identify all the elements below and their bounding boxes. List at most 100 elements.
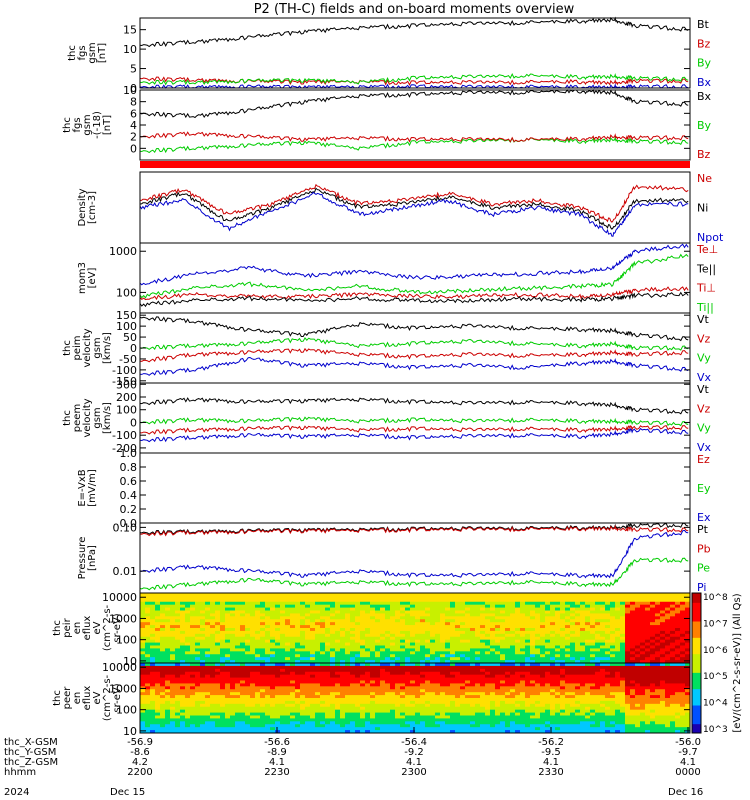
spectrogram-cell (560, 622, 566, 626)
spectrogram-cell (170, 651, 176, 655)
spectrogram-cell (535, 712, 541, 716)
spectrogram-cell (575, 680, 581, 684)
spectrogram-cell (630, 610, 636, 614)
spectrogram-cell (140, 625, 146, 629)
spectrogram-cell (405, 610, 411, 614)
spectrogram-cell (535, 671, 541, 676)
spectrogram-cell (445, 593, 451, 597)
spectrogram-cell (285, 683, 291, 687)
spectrogram-cell (500, 730, 506, 734)
spectrogram-cell (340, 692, 346, 696)
spectrogram-cell (230, 700, 236, 705)
spectrogram-cell (250, 595, 256, 600)
spectrogram-cell (640, 645, 646, 649)
spectrogram-cell (310, 657, 316, 661)
spectrogram-cell (155, 604, 161, 609)
spectrogram-cell (530, 703, 536, 708)
spectrogram-cell (505, 730, 511, 734)
spectrogram-cell (405, 695, 411, 699)
spectrogram-cell (265, 625, 271, 629)
spectrogram-cell (225, 622, 231, 626)
series-line-Ti|| (139, 253, 689, 299)
spectrogram-cell (410, 724, 416, 728)
spectrogram-cell (550, 721, 556, 725)
spectrogram-cell (515, 598, 521, 603)
spectrogram-cell (210, 593, 216, 597)
spectrogram-cell (455, 727, 461, 731)
spectrogram-cell (165, 718, 171, 722)
spectrogram-cell (240, 730, 246, 734)
spectrogram-cell (310, 607, 316, 611)
spectrogram-cell (545, 619, 551, 623)
spectrogram-cell (350, 674, 356, 679)
spectrogram-cell (630, 660, 636, 664)
spectrogram-cell (440, 695, 446, 699)
spectrogram-cell (430, 712, 436, 716)
spectrogram-cell (330, 648, 336, 652)
spectrogram-cell (375, 642, 381, 646)
spectrogram-cell (280, 657, 286, 661)
spectrogram-cell (260, 595, 266, 600)
spectrogram-cell (550, 610, 556, 614)
spectrogram-cell (580, 616, 586, 620)
spectrogram-cell (535, 639, 541, 644)
spectrogram-cell (415, 642, 421, 646)
spectrogram-cell (330, 730, 336, 734)
spectrogram-cell (320, 628, 326, 632)
spectrogram-cell (210, 674, 216, 679)
legend-entry: Pt (697, 523, 709, 536)
spectrogram-cell (440, 645, 446, 649)
spectrogram-cell (515, 595, 521, 600)
spectrogram-cell (490, 680, 496, 684)
spectrogram-cell (530, 718, 536, 722)
spectrogram-cell (380, 680, 386, 684)
spectrogram-cell (415, 604, 421, 609)
spectrogram-cell (230, 598, 236, 603)
spectrogram-cell (520, 616, 526, 620)
spectrogram-cell (435, 630, 441, 635)
spectrogram-cell (145, 715, 151, 719)
y-axis-label: [nPa] (87, 545, 98, 571)
spectrogram-cell (475, 619, 481, 623)
spectrogram-cell (485, 628, 491, 632)
spectrogram-cell (295, 674, 301, 679)
spectrogram-cell (515, 654, 521, 658)
spectrogram-cell (405, 674, 411, 679)
spectrogram-cell (525, 613, 531, 617)
spectrogram-cell (395, 677, 401, 681)
spectrogram-cell (300, 712, 306, 716)
spectrogram-cell (470, 671, 476, 676)
spectrogram-cell (580, 654, 586, 658)
spectrogram-cell (670, 622, 676, 626)
spectrogram-cell (405, 727, 411, 731)
spectrogram-cell (315, 709, 321, 714)
spectrogram-cell (210, 671, 216, 676)
spectrogram-cell (520, 604, 526, 609)
spectrogram-cell (240, 709, 246, 714)
spectrogram-cell (385, 668, 391, 673)
spectrogram-cell (320, 700, 326, 705)
spectrogram-cell (450, 639, 456, 644)
spectrogram-cell (295, 706, 301, 711)
spectrogram-cell (385, 648, 391, 652)
spectrogram-cell (320, 692, 326, 696)
spectrogram-cell (300, 692, 306, 696)
spectrogram-cell (505, 715, 511, 719)
spectrogram-cell (210, 657, 216, 661)
spectrogram-cell (660, 648, 666, 652)
series-line-Vx (139, 427, 689, 443)
spectrogram-cell (655, 648, 661, 652)
spectrogram-cell (360, 645, 366, 649)
y-axis-label: [nT] (97, 43, 108, 63)
spectrogram-cell (465, 610, 471, 614)
spectrogram-cell (430, 709, 436, 714)
spectrogram-cell (325, 718, 331, 722)
spectrogram-cell (535, 668, 541, 673)
spectrogram-cell (500, 639, 506, 644)
spectrogram-cell (315, 622, 321, 626)
spectrogram-cell (400, 703, 406, 708)
spectrogram-cell (275, 706, 281, 711)
spectrogram-cell (305, 622, 311, 626)
spectrogram-cell (470, 674, 476, 679)
